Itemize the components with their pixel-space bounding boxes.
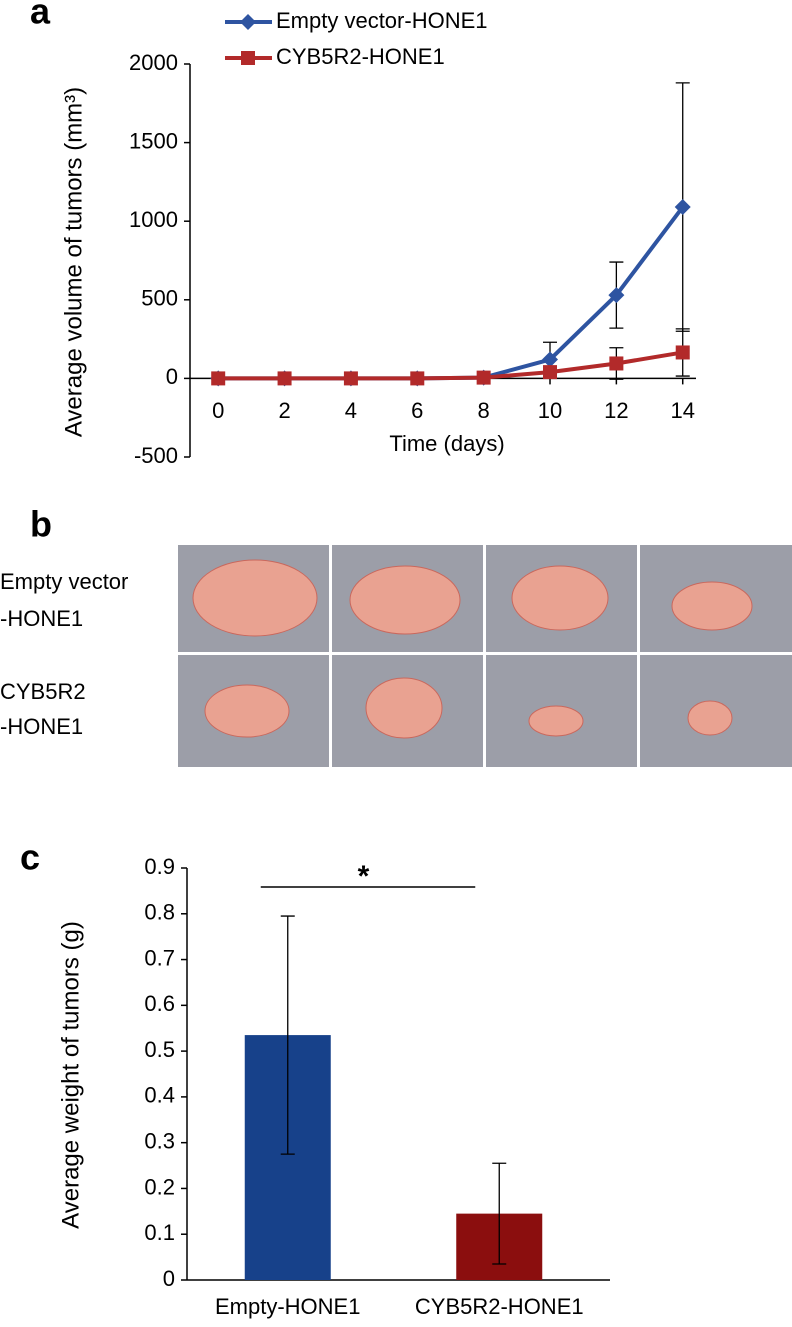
marker <box>609 356 624 371</box>
y-tick-label: 500 <box>141 286 178 311</box>
marker <box>410 371 425 386</box>
y-tick-label: 0.8 <box>144 900 175 925</box>
marker <box>343 371 358 386</box>
x-tick-label: 12 <box>604 398 628 423</box>
y-axis-label: Average weight of tumors (g) <box>57 921 84 1229</box>
y-tick-label: 0.1 <box>144 1220 175 1245</box>
legend-label: Empty vector-HONE1 <box>276 8 488 33</box>
legend-marker <box>240 14 256 30</box>
x-tick-label: 2 <box>278 398 290 423</box>
tumor <box>687 700 733 736</box>
row-label: CYB5R2 <box>0 679 86 704</box>
y-tick-label: 0.4 <box>144 1083 175 1108</box>
x-tick-label: 4 <box>345 398 357 423</box>
x-tick-label: 6 <box>411 398 423 423</box>
marker <box>211 371 226 386</box>
panel-letter: a <box>30 0 51 32</box>
significance-star: * <box>358 860 370 893</box>
y-axis-label: Average volume of tumors (mm³) <box>60 87 87 437</box>
row-label: -HONE1 <box>0 714 83 739</box>
panel-letter: c <box>20 837 40 878</box>
y-tick-label: 0.9 <box>144 854 175 879</box>
tumor <box>204 684 290 738</box>
marker <box>542 351 559 368</box>
tumor <box>511 565 609 631</box>
x-tick-label: CYB5R2-HONE1 <box>415 1294 584 1319</box>
tumor <box>192 559 318 637</box>
y-tick-label: -500 <box>134 443 178 468</box>
legend-label: CYB5R2-HONE1 <box>276 44 445 69</box>
marker <box>674 199 691 216</box>
error-bar <box>280 915 295 1155</box>
tumor <box>349 565 461 635</box>
marker <box>277 371 292 386</box>
y-tick-label: 0 <box>163 1266 175 1291</box>
y-tick-label: 2000 <box>129 50 178 75</box>
y-tick-label: 0.7 <box>144 945 175 970</box>
legend-marker <box>241 51 255 65</box>
y-tick-label: 1000 <box>129 207 178 232</box>
marker <box>543 365 558 380</box>
panel-letter: b <box>30 504 52 545</box>
marker <box>675 345 690 360</box>
tumor <box>365 677 443 739</box>
y-tick-label: 0.5 <box>144 1037 175 1062</box>
row-label: -HONE1 <box>0 606 83 631</box>
row-label: Empty vector <box>0 569 128 594</box>
y-tick-label: 0 <box>166 364 178 389</box>
marker <box>608 287 625 304</box>
tumor <box>671 581 753 631</box>
series-line <box>218 350 684 381</box>
marker <box>476 370 491 385</box>
x-tick-label: 14 <box>670 398 694 423</box>
x-tick-label: 8 <box>478 398 490 423</box>
x-axis-label: Time (days) <box>389 431 504 456</box>
y-tick-label: 0.3 <box>144 1128 175 1153</box>
x-tick-label: 0 <box>212 398 224 423</box>
x-tick-label: Empty-HONE1 <box>215 1294 360 1319</box>
y-tick-label: 1500 <box>129 128 178 153</box>
error-bar <box>492 1162 507 1265</box>
y-tick-label: 0.6 <box>144 991 175 1016</box>
x-tick-label: 10 <box>538 398 562 423</box>
y-tick-label: 0.2 <box>144 1174 175 1199</box>
tumor <box>528 705 584 737</box>
photo-panel: Empty vector -HONE1 CYB5R2 -HONE1 <box>0 545 792 767</box>
